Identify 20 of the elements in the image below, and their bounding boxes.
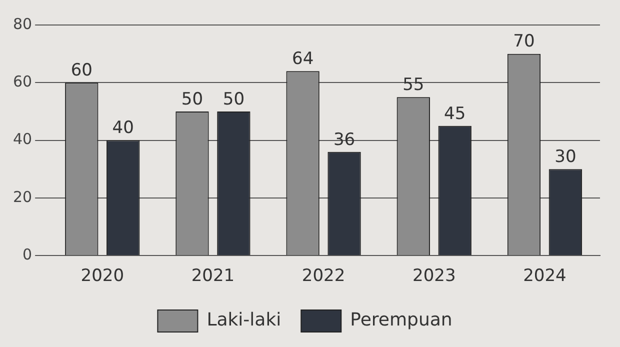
x-tick-label: 2023 xyxy=(412,266,456,286)
y-tick-label: 80 xyxy=(12,14,32,33)
data-label: 40 xyxy=(112,118,134,138)
data-label: 45 xyxy=(444,104,466,124)
y-tick-label: 0 xyxy=(22,245,32,264)
data-label: 64 xyxy=(292,49,314,70)
y-tick-label: 40 xyxy=(12,130,32,148)
data-label: 70 xyxy=(513,32,535,52)
x-tick-label: 2024 xyxy=(523,266,566,286)
y-tick-label: 60 xyxy=(12,72,32,91)
legend-label: Perempuan xyxy=(350,310,452,331)
x-tick-label: 2021 xyxy=(191,266,235,286)
x-tick-label: 2022 xyxy=(302,266,346,286)
data-label: 30 xyxy=(554,147,576,168)
y-tick-label: 20 xyxy=(12,188,32,206)
data-label: 60 xyxy=(70,60,92,81)
legend-label: Laki-laki xyxy=(206,310,282,331)
x-tick-label: 2020 xyxy=(80,266,124,286)
data-label: 50 xyxy=(181,89,204,110)
data-label: 50 xyxy=(222,89,245,110)
